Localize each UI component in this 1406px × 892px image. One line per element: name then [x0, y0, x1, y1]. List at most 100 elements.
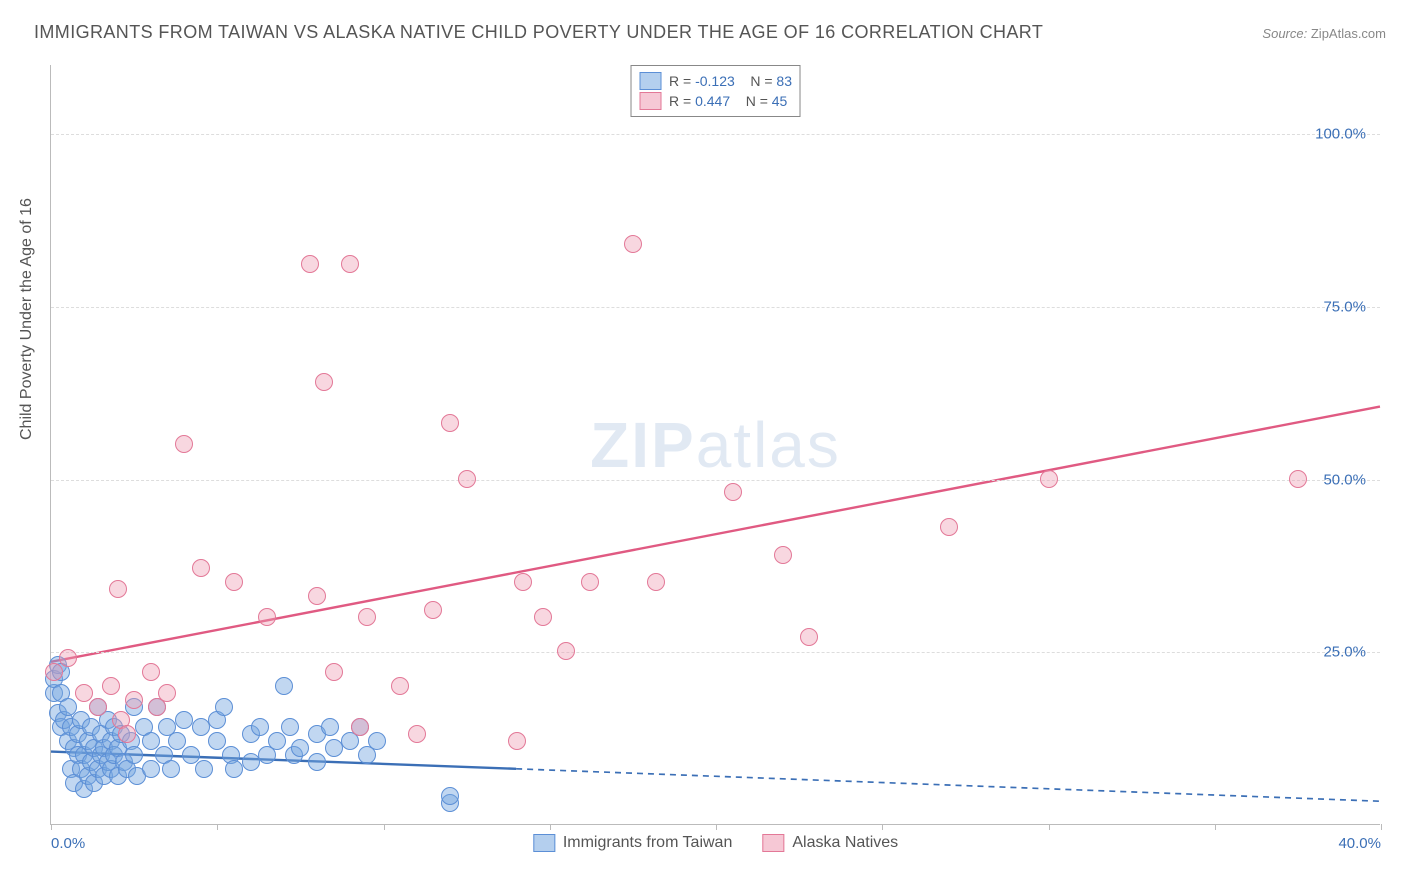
- stats-legend-box: R = -0.123 N = 83 R = 0.447 N = 45: [630, 65, 801, 117]
- scatter-point: [192, 718, 210, 736]
- scatter-point: [341, 255, 359, 273]
- scatter-point: [325, 739, 343, 757]
- source-value: ZipAtlas.com: [1311, 26, 1386, 41]
- scatter-point: [258, 608, 276, 626]
- scatter-point: [175, 711, 193, 729]
- legend-swatch: [639, 72, 661, 90]
- scatter-point: [351, 718, 369, 736]
- scatter-point: [321, 718, 339, 736]
- stats-row: R = 0.447 N = 45: [639, 92, 792, 110]
- scatter-point: [458, 470, 476, 488]
- regression-lines: [51, 65, 1380, 824]
- xtick-mark: [217, 824, 218, 830]
- xtick-mark: [1049, 824, 1050, 830]
- scatter-point: [424, 601, 442, 619]
- scatter-point: [774, 546, 792, 564]
- scatter-point: [242, 753, 260, 771]
- scatter-point: [647, 573, 665, 591]
- scatter-point: [175, 435, 193, 453]
- scatter-point: [225, 573, 243, 591]
- scatter-point: [142, 663, 160, 681]
- scatter-point: [192, 559, 210, 577]
- stats-text: R = -0.123 N = 83: [669, 73, 792, 89]
- xtick-mark: [716, 824, 717, 830]
- regression-line-extension: [516, 769, 1380, 801]
- watermark: ZIPatlas: [590, 408, 841, 482]
- scatter-point: [358, 608, 376, 626]
- scatter-point: [301, 255, 319, 273]
- regression-line: [51, 407, 1380, 662]
- scatter-point: [800, 628, 818, 646]
- scatter-point: [158, 684, 176, 702]
- xtick-mark: [1381, 824, 1382, 830]
- scatter-point: [195, 760, 213, 778]
- scatter-point: [940, 518, 958, 536]
- scatter-point: [142, 760, 160, 778]
- xtick-mark: [550, 824, 551, 830]
- scatter-point: [368, 732, 386, 750]
- legend-swatch: [533, 834, 555, 852]
- scatter-point: [315, 373, 333, 391]
- y-axis-title: Child Poverty Under the Age of 16: [18, 198, 36, 440]
- xtick-mark: [1215, 824, 1216, 830]
- scatter-point: [557, 642, 575, 660]
- scatter-point: [281, 718, 299, 736]
- scatter-point: [89, 698, 107, 716]
- xtick-mark: [882, 824, 883, 830]
- scatter-point: [508, 732, 526, 750]
- scatter-point: [724, 483, 742, 501]
- source-label: Source:: [1262, 26, 1307, 41]
- scatter-point: [408, 725, 426, 743]
- xtick-label: 0.0%: [51, 835, 85, 852]
- xtick-label: 40.0%: [1338, 835, 1381, 852]
- scatter-point: [215, 698, 233, 716]
- scatter-point: [102, 677, 120, 695]
- scatter-point: [1040, 470, 1058, 488]
- scatter-point: [291, 739, 309, 757]
- legend-swatch: [639, 92, 661, 110]
- scatter-point: [162, 760, 180, 778]
- gridline-h: [51, 480, 1380, 481]
- scatter-point: [251, 718, 269, 736]
- scatter-point: [308, 587, 326, 605]
- scatter-point: [125, 746, 143, 764]
- xtick-mark: [384, 824, 385, 830]
- scatter-point: [441, 787, 459, 805]
- scatter-point: [118, 725, 136, 743]
- legend-label: Immigrants from Taiwan: [563, 834, 733, 852]
- watermark-rest: atlas: [696, 409, 841, 481]
- scatter-point: [59, 649, 77, 667]
- scatter-point: [441, 414, 459, 432]
- chart-title: IMMIGRANTS FROM TAIWAN VS ALASKA NATIVE …: [34, 22, 1043, 43]
- legend-swatch: [762, 834, 784, 852]
- scatter-point: [581, 573, 599, 591]
- scatter-point: [391, 677, 409, 695]
- legend-label: Alaska Natives: [792, 834, 898, 852]
- scatter-point: [308, 753, 326, 771]
- scatter-point: [325, 663, 343, 681]
- source-attribution: Source: ZipAtlas.com: [1262, 26, 1386, 41]
- gridline-h: [51, 652, 1380, 653]
- ytick-label: 25.0%: [1323, 644, 1366, 661]
- scatter-point: [45, 663, 63, 681]
- gridline-h: [51, 307, 1380, 308]
- scatter-point: [125, 691, 143, 709]
- stats-row: R = -0.123 N = 83: [639, 72, 792, 90]
- scatter-point: [275, 677, 293, 695]
- xtick-mark: [51, 824, 52, 830]
- ytick-label: 50.0%: [1323, 471, 1366, 488]
- gridline-h: [51, 134, 1380, 135]
- scatter-point: [514, 573, 532, 591]
- scatter-point: [109, 580, 127, 598]
- ytick-label: 75.0%: [1323, 298, 1366, 315]
- legend-item: Immigrants from Taiwan: [533, 834, 733, 852]
- scatter-point: [534, 608, 552, 626]
- legend-item: Alaska Natives: [762, 834, 898, 852]
- scatter-point: [268, 732, 286, 750]
- ytick-label: 100.0%: [1315, 126, 1366, 143]
- scatter-point: [624, 235, 642, 253]
- stats-text: R = 0.447 N = 45: [669, 93, 787, 109]
- scatter-point: [225, 760, 243, 778]
- plot-area: ZIPatlas R = -0.123 N = 83 R = 0.447 N = …: [50, 65, 1380, 825]
- scatter-point: [1289, 470, 1307, 488]
